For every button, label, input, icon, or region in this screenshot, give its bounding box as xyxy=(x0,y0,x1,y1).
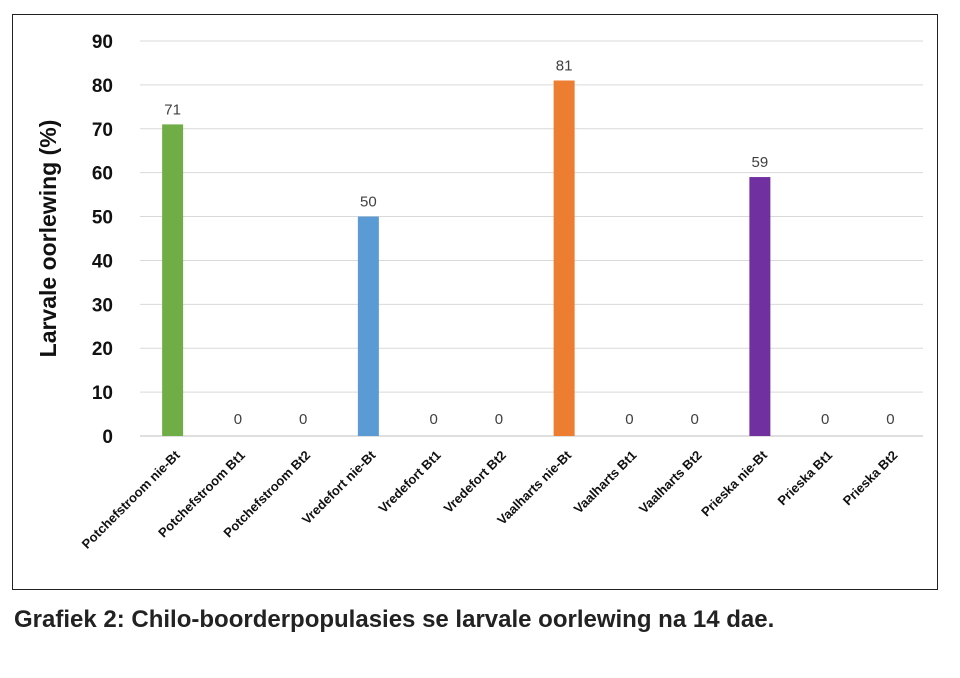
y-tick-label: 0 xyxy=(102,427,113,448)
y-tick-label: 80 xyxy=(92,76,113,97)
data-label: 0 xyxy=(625,411,633,428)
data-label: 71 xyxy=(164,101,181,118)
data-label: 59 xyxy=(752,154,769,171)
chart-frame: 0 10 20 30 40 50 60 70 80 90 Larvale oorlewing (%)… xyxy=(12,14,938,590)
y-tick-label: 10 xyxy=(92,383,113,404)
data-label: 0 xyxy=(429,411,437,428)
data-label: 0 xyxy=(495,411,503,428)
y-tick-label: 20 xyxy=(92,339,113,360)
y-tick-label: 90 xyxy=(92,32,113,53)
x-tick-label: Vaalharts Bt2 xyxy=(636,448,705,517)
x-tick-label: Vredefort Bt1 xyxy=(375,448,443,516)
data-label: 0 xyxy=(690,411,698,428)
x-tick-label: Prieska Bt1 xyxy=(775,448,836,509)
data-label: 0 xyxy=(886,411,894,428)
bar xyxy=(162,124,184,436)
bar xyxy=(553,80,575,436)
y-tick-label: 50 xyxy=(92,208,113,229)
x-tick-label: Vredefort Bt2 xyxy=(441,448,509,516)
x-tick-label: Prieska Bt2 xyxy=(840,448,901,509)
y-tick-label: 30 xyxy=(92,295,113,316)
y-axis-label: Larvale oorlewing (%) xyxy=(35,120,61,358)
data-label: 0 xyxy=(234,411,242,428)
bar xyxy=(749,177,771,437)
data-label: 81 xyxy=(556,58,573,75)
x-tick-label: Prieska nie-Bt xyxy=(698,447,770,519)
y-tick-label: 60 xyxy=(92,164,113,185)
bar xyxy=(357,216,379,436)
data-label: 0 xyxy=(821,411,829,428)
y-tick-label: 40 xyxy=(92,251,113,272)
figure-caption: Grafiek 2: Chilo-boorderpopulasies se la… xyxy=(14,606,775,633)
y-tick-label: 70 xyxy=(92,120,113,141)
data-label: 50 xyxy=(360,194,377,211)
x-tick-label: Vaalharts Bt1 xyxy=(571,448,640,517)
bar-chart: 0 10 20 30 40 50 60 70 80 90 Larvale oorlewing (%)… xyxy=(35,32,923,552)
data-label: 0 xyxy=(299,411,307,428)
